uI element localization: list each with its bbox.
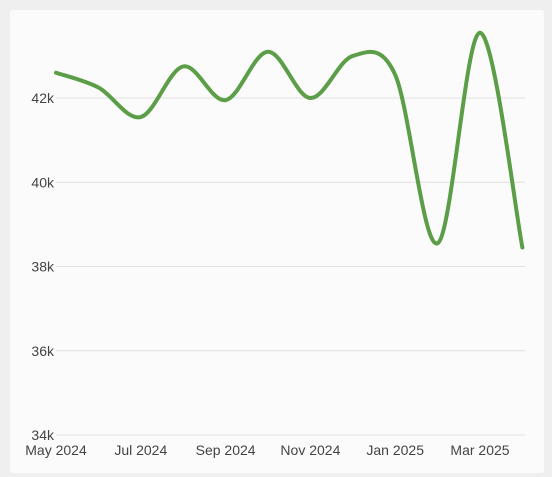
gridlines	[56, 97, 525, 436]
x-tick-label: Jan 2025	[366, 442, 424, 458]
x-tick-label: Jul 2024	[114, 442, 167, 458]
x-tick-label: May 2024	[25, 442, 87, 458]
y-tick-label: 38k	[31, 259, 55, 275]
y-tick-label: 34k	[31, 427, 55, 443]
y-tick-label: 36k	[31, 343, 55, 359]
y-tick-label: 42k	[31, 90, 55, 106]
series-line	[54, 30, 525, 250]
x-axis: May 2024 Jul 2024 Sep 2024 Nov 2024 Jan 2025…	[25, 442, 510, 458]
x-tick-label: Nov 2024	[280, 442, 340, 458]
x-tick-label: Mar 2025	[450, 442, 509, 458]
x-tick-label: Sep 2024	[196, 442, 256, 458]
y-tick-label: 40k	[31, 174, 55, 190]
series-layer	[54, 30, 525, 250]
y-axis: 34k 36k 38k 40k 42k	[31, 90, 55, 443]
